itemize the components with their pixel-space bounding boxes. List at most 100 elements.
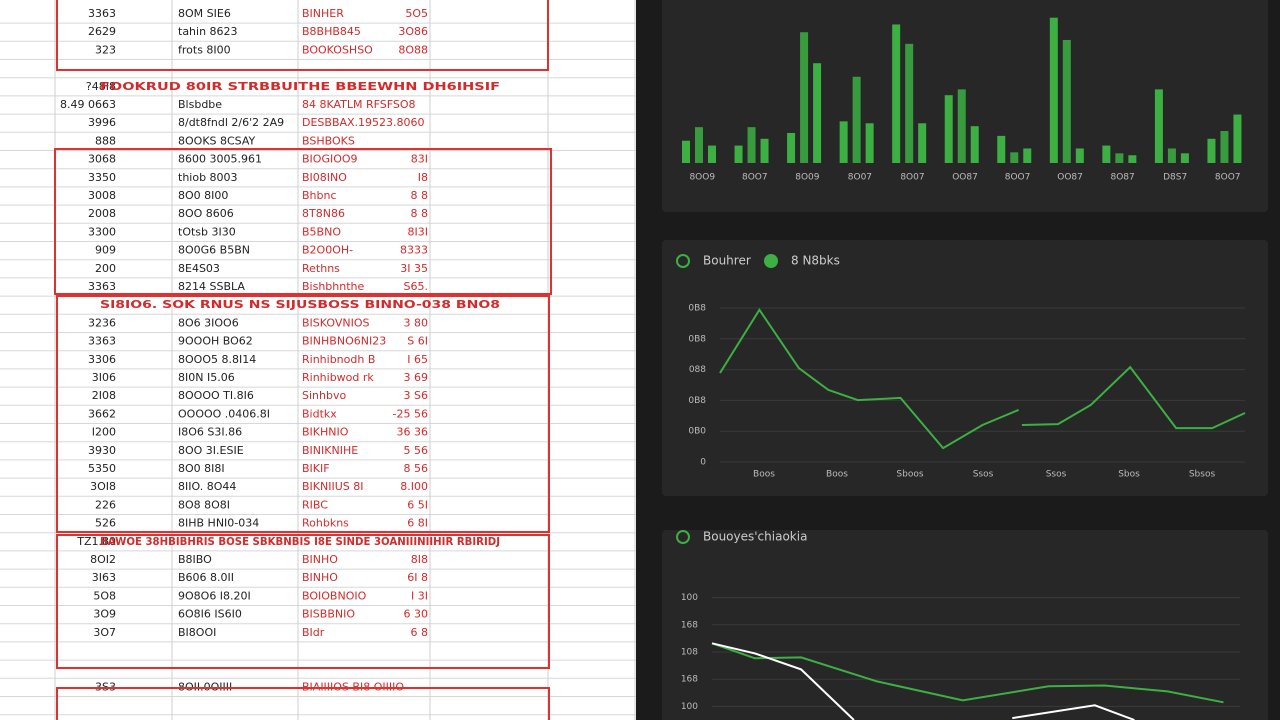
x-tick-label: 8OO9 bbox=[689, 173, 715, 183]
bar bbox=[682, 140, 690, 163]
cell: B8IBO bbox=[178, 553, 212, 566]
y-tick-label: 0B8 bbox=[688, 334, 706, 344]
cell: 2008 bbox=[88, 207, 116, 220]
y-tick-label: 0B8 bbox=[688, 396, 706, 406]
cell: 8/dt8fndl 2/6'2 2A9 bbox=[178, 116, 284, 129]
group-box bbox=[56, 534, 550, 669]
bar bbox=[734, 145, 743, 163]
bar bbox=[839, 121, 848, 163]
bar bbox=[695, 127, 703, 163]
bar bbox=[944, 95, 953, 163]
legend-marker bbox=[676, 254, 690, 268]
cell: BINHO bbox=[302, 571, 338, 584]
cell: 9O8O6 I8.20I bbox=[178, 589, 251, 602]
cell: 2I08 bbox=[92, 389, 116, 402]
cell: 6I 8 bbox=[407, 571, 428, 584]
bar bbox=[1233, 114, 1242, 163]
cell: BI8OOI bbox=[178, 626, 216, 639]
cell: 526 bbox=[95, 517, 116, 530]
x-tick-label: Ssos bbox=[973, 470, 994, 480]
cell: 3996 bbox=[88, 116, 116, 129]
cell: tahin 8623 bbox=[178, 25, 238, 38]
cell: 3O7 bbox=[93, 626, 116, 639]
bar bbox=[1075, 148, 1084, 163]
cell: 226 bbox=[95, 498, 116, 511]
bar bbox=[1102, 145, 1111, 163]
cell: 8333 bbox=[400, 244, 428, 257]
line bbox=[719, 307, 1246, 450]
bar bbox=[918, 123, 927, 163]
cell: 3363 bbox=[88, 280, 116, 293]
x-tick-label: Sbsos bbox=[1189, 470, 1216, 480]
cell: 5350 bbox=[88, 462, 116, 475]
cell: S 6I bbox=[407, 335, 428, 348]
y-tick-label: 088 bbox=[689, 365, 706, 375]
y-tick-label: 108 bbox=[681, 648, 698, 658]
bar bbox=[1115, 153, 1124, 163]
bar bbox=[1154, 89, 1163, 163]
x-tick-label: Boos bbox=[826, 470, 848, 480]
cell: 83I bbox=[411, 153, 428, 166]
group-box bbox=[56, 0, 549, 71]
bar bbox=[708, 145, 716, 163]
y-tick-label: 100 bbox=[681, 702, 698, 712]
x-tick-label: OO87 bbox=[952, 173, 978, 183]
cell: Bhbnc bbox=[302, 189, 337, 202]
cell: 6 8 bbox=[411, 626, 429, 639]
cell: 8OII.0OIIII bbox=[178, 680, 232, 693]
cell: BIKNIIUS 8I bbox=[302, 480, 364, 493]
legend-label: Bouhrer bbox=[703, 254, 751, 268]
cell: I 65 bbox=[407, 353, 428, 366]
cell: 3OI8 bbox=[90, 480, 116, 493]
cell: 3O86 bbox=[398, 25, 428, 38]
cell: 3662 bbox=[88, 407, 116, 420]
cell: Sinhbvo bbox=[302, 389, 346, 402]
x-tick-label: OO87 bbox=[1057, 173, 1083, 183]
cell: 9OOOH BO62 bbox=[178, 335, 253, 348]
cell: Blsbdbe bbox=[178, 98, 222, 111]
cell: BISBBNIO bbox=[302, 608, 355, 621]
bar bbox=[760, 138, 769, 163]
cell: 8 56 bbox=[404, 462, 429, 475]
cell: tOtsb 3I30 bbox=[178, 225, 236, 238]
x-tick-label: Sbos bbox=[1118, 470, 1140, 480]
cell: BOOKOSHSO bbox=[302, 43, 373, 56]
bar bbox=[892, 24, 901, 163]
x-tick-label: 8O07 bbox=[848, 173, 872, 183]
cell: Rinhibnodh B bbox=[302, 353, 375, 366]
cell: 3I 35 bbox=[400, 262, 428, 275]
cell: I8 bbox=[418, 171, 428, 184]
cell: BINHBNO6NI23 bbox=[302, 335, 386, 348]
cell: B8BHB845 bbox=[302, 25, 361, 38]
cell: 8.I00 bbox=[400, 480, 428, 493]
cell: 8I0N I5.06 bbox=[178, 371, 235, 384]
cell: 8T8N86 bbox=[302, 207, 345, 220]
cell: 8IHB HNI0-034 bbox=[178, 517, 259, 530]
cell: Rohbkns bbox=[302, 517, 349, 530]
cell: 8OO 8606 bbox=[178, 207, 234, 220]
cell: 888 bbox=[95, 134, 116, 147]
cell: 8I3I bbox=[408, 225, 429, 238]
cell: BSHBOKS bbox=[302, 134, 355, 147]
cell: 8O88 bbox=[398, 43, 428, 56]
cell: 8OOOO TI.8I6 bbox=[178, 389, 254, 402]
cell: 3I63 bbox=[92, 571, 116, 584]
bar bbox=[957, 89, 966, 163]
cell: Rinhibwod rk bbox=[302, 371, 374, 384]
bar bbox=[1128, 155, 1137, 163]
x-tick-label: Sboos bbox=[896, 470, 923, 480]
cell: 3363 bbox=[88, 7, 116, 20]
cell: 8I8 bbox=[411, 553, 428, 566]
x-tick-label: 8OO7 bbox=[1005, 173, 1031, 183]
cell: B606 8.0II bbox=[178, 571, 234, 584]
group-box bbox=[56, 295, 550, 533]
cell: 3O9 bbox=[93, 608, 116, 621]
cell: 8 8 bbox=[411, 189, 429, 202]
banner: FOOKRUD 80IR STRBBUITHE BBEEWHN DH6IHSIF bbox=[100, 80, 500, 93]
cell: B2O0OH- bbox=[302, 244, 353, 257]
cell: 8O0 8I00 bbox=[178, 189, 228, 202]
cell: BIKIF bbox=[302, 462, 330, 475]
x-tick-label: Boos bbox=[753, 470, 775, 480]
x-tick-label: 8OO7 bbox=[1215, 173, 1241, 183]
